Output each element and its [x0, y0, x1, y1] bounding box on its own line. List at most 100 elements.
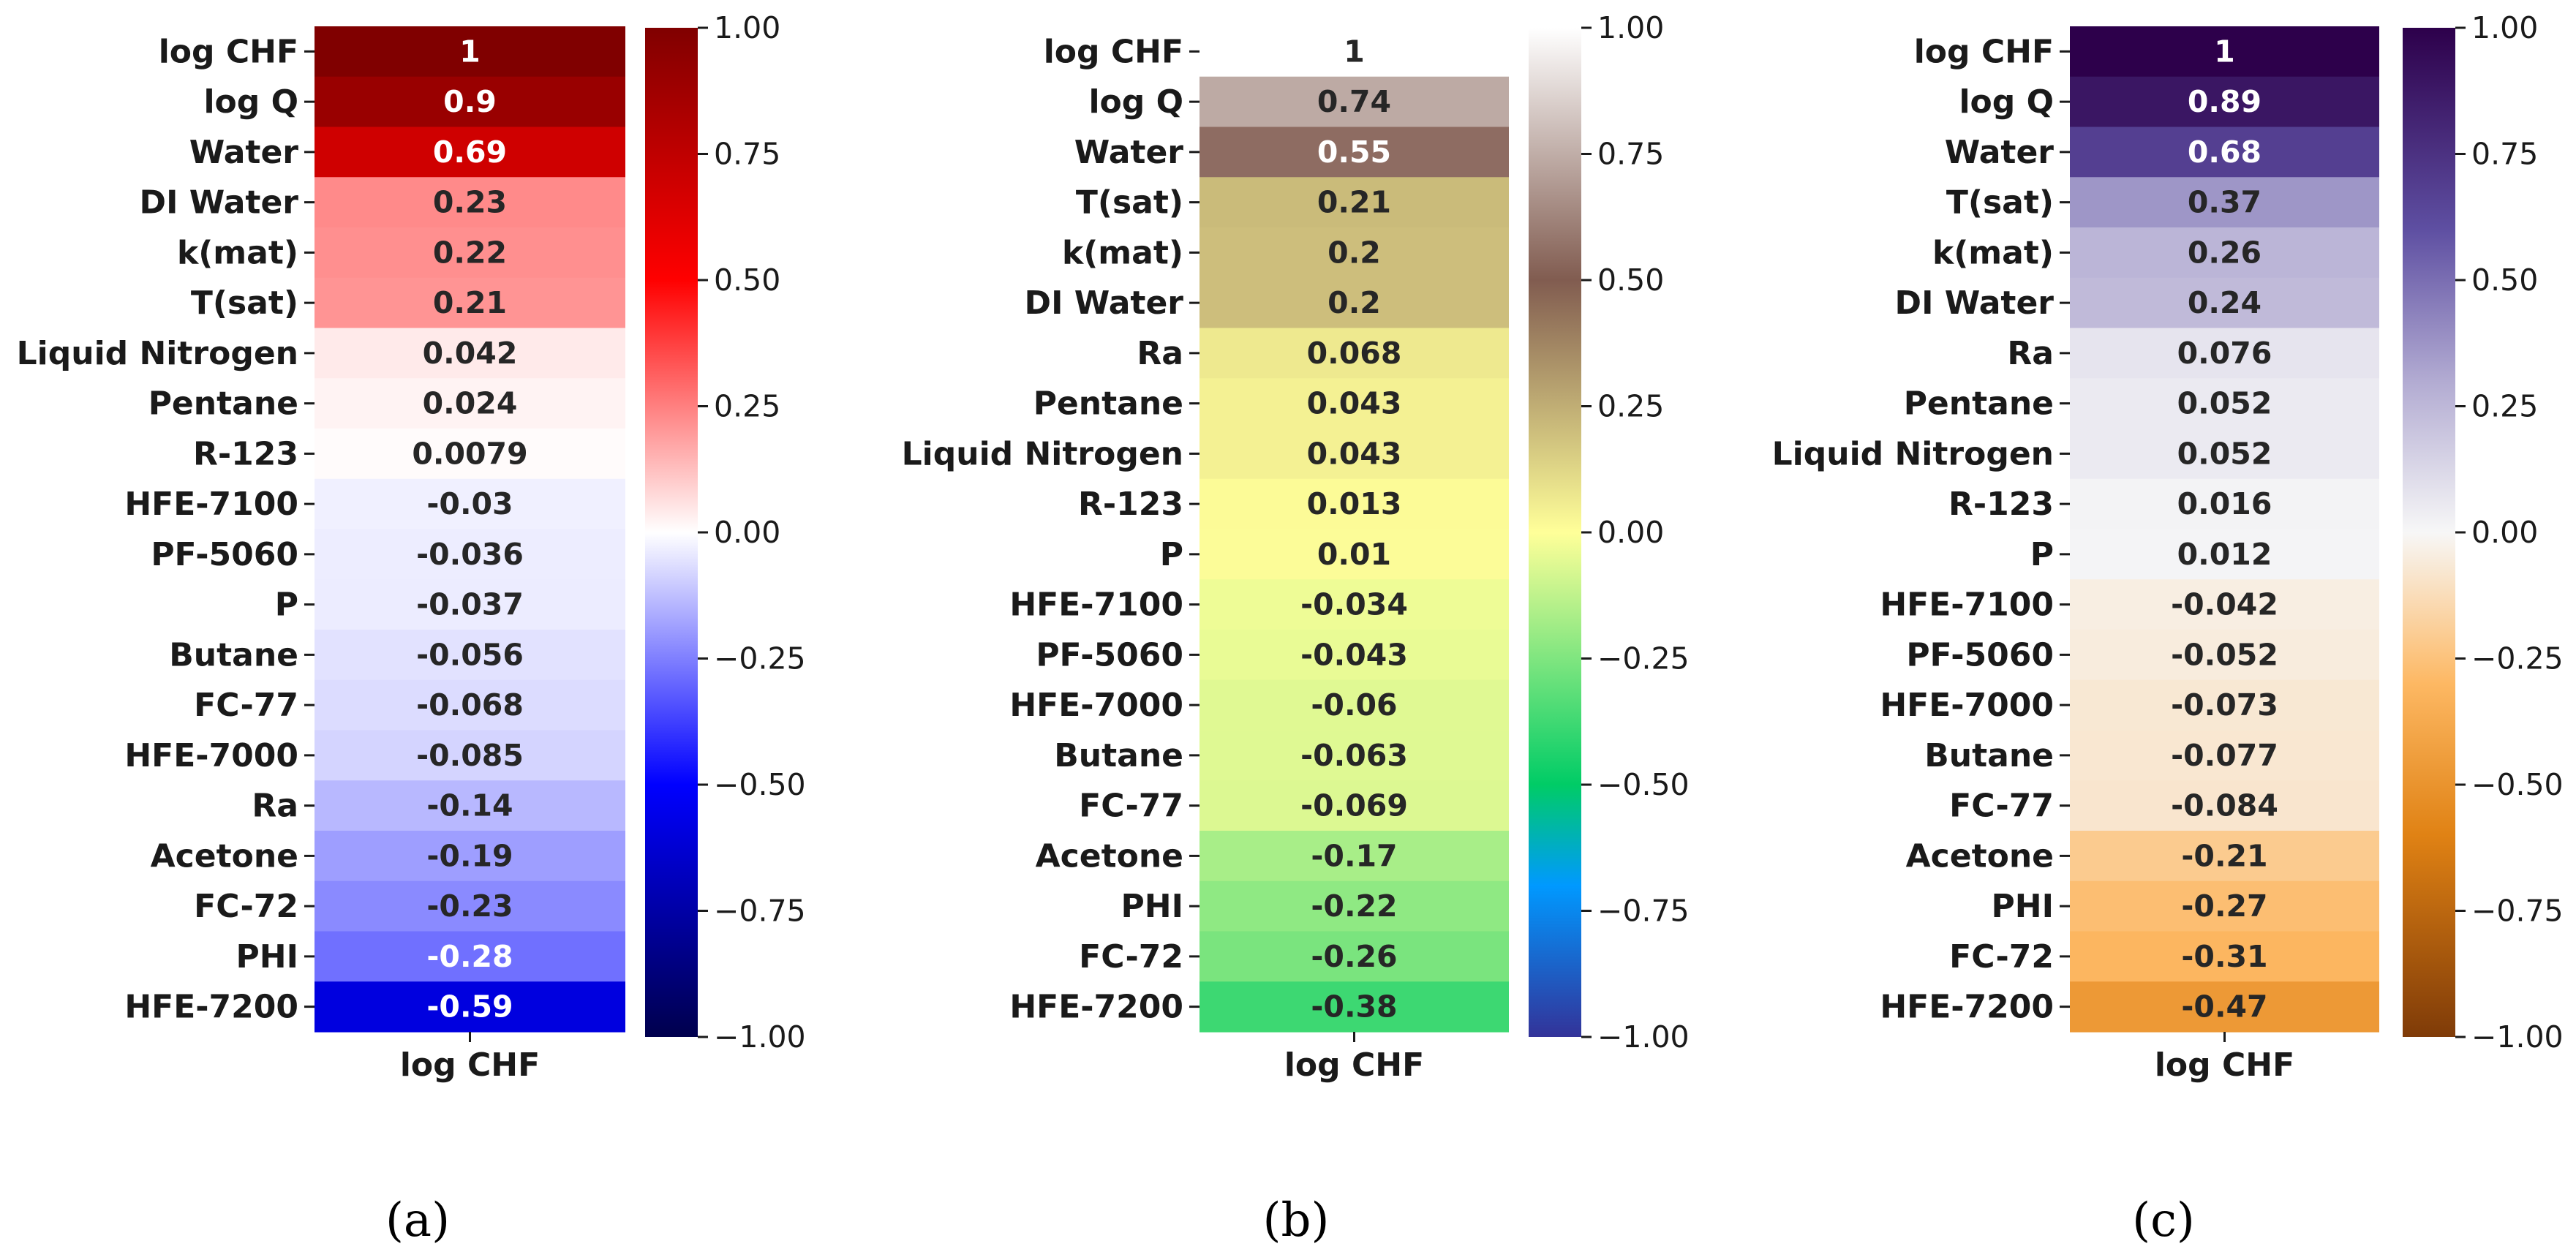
- colorbar-tick-label: 0.25: [2471, 389, 2538, 424]
- colorbar-tick-label: 0.25: [714, 389, 780, 424]
- row-label: HFE-7200: [124, 989, 298, 1026]
- heatmap-cell: [315, 328, 625, 379]
- row-label: P: [275, 586, 298, 624]
- heatmap-cell: [2070, 679, 2379, 731]
- cell-value-label: -0.22: [1311, 889, 1397, 924]
- heatmap-cell: [2070, 76, 2379, 128]
- row-label: Ra: [2007, 335, 2054, 372]
- cell-value-label: -0.073: [2171, 687, 2278, 723]
- cell-value-label: -0.23: [426, 889, 513, 924]
- row-label: Butane: [1054, 737, 1183, 774]
- colorbar-tick-label: 0.75: [714, 137, 780, 172]
- panel-caption: (b): [1263, 1193, 1330, 1248]
- row-label: HFE-7200: [1009, 989, 1183, 1026]
- heatmap-cell: [1200, 981, 1509, 1033]
- cell-value-label: 0.69: [433, 135, 507, 170]
- row-label: DI Water: [1895, 284, 2055, 322]
- cell-value-label: -0.27: [2181, 889, 2267, 924]
- colorbar-tick-label: −0.50: [714, 767, 806, 802]
- row-label: HFE-7000: [1009, 687, 1183, 724]
- cell-value-label: -0.59: [426, 989, 513, 1025]
- panel-caption: (c): [2132, 1193, 2195, 1248]
- heatmap-cell: [2070, 831, 2379, 882]
- colorbar-tick-label: 0.75: [1597, 137, 1664, 172]
- cell-value-label: -0.084: [2171, 788, 2278, 823]
- heatmap-cell: [315, 831, 625, 882]
- heatmap-cell: [2070, 177, 2379, 228]
- row-label: HFE-7200: [1880, 989, 2054, 1026]
- row-label: Liquid Nitrogen: [17, 335, 298, 372]
- row-label: FC-77: [1949, 788, 2054, 825]
- row-label: log Q: [1959, 83, 2054, 121]
- row-label: log CHF: [159, 33, 298, 70]
- colorbar-tick-label: −0.75: [2471, 894, 2564, 929]
- heatmap-cell: [315, 931, 625, 982]
- heatmap-cell: [315, 478, 625, 530]
- cell-value-label: -0.38: [1311, 989, 1397, 1025]
- cell-value-label: 0.043: [1307, 436, 1402, 471]
- heatmap-cell: [1200, 429, 1509, 480]
- colorbar-tick-label: 0.00: [714, 515, 780, 550]
- heatmap-cell: [315, 880, 625, 932]
- heatmap-cell: [315, 177, 625, 228]
- colorbar: [1529, 28, 1581, 1037]
- cell-value-label: -0.034: [1300, 587, 1408, 622]
- heatmap-cell: [1200, 630, 1509, 681]
- row-label: Acetone: [1036, 837, 1183, 875]
- heatmap-cell: [2070, 26, 2379, 78]
- row-label: FC-72: [1079, 938, 1183, 976]
- colorbar-tick-label: 0.00: [1597, 515, 1664, 550]
- row-label: HFE-7100: [1880, 586, 2054, 624]
- row-label: R-123: [1078, 486, 1183, 523]
- heatmap-cell: [2070, 579, 2379, 630]
- heatmap-panels: 1 log CHF 0.9 log Q 0.69 Water 0.23 DI Water 0.2…: [17, 10, 2564, 1248]
- colorbar-tick-label: −0.75: [714, 894, 806, 929]
- colorbar-tick-label: 0.50: [714, 263, 780, 298]
- heatmap-cell: [315, 378, 625, 429]
- heatmap-cell: [315, 579, 625, 630]
- cell-value-label: 0.076: [2177, 336, 2272, 371]
- colorbar-tick-label: 0.50: [2471, 263, 2538, 298]
- row-label: R-123: [193, 435, 298, 472]
- row-label: PF-5060: [151, 536, 298, 573]
- heatmap-cell: [1200, 177, 1509, 228]
- cell-value-label: 0.74: [1317, 84, 1391, 119]
- heatmap-cell: [315, 730, 625, 781]
- heatmap-cell: [1200, 277, 1509, 329]
- row-label: Butane: [169, 636, 298, 674]
- cell-value-label: 0.24: [2188, 285, 2261, 320]
- row-label: log Q: [203, 83, 298, 121]
- heatmap-cell: [2070, 277, 2379, 329]
- cell-value-label: 0.21: [433, 285, 507, 320]
- cell-value-label: -0.052: [2171, 637, 2278, 672]
- cell-value-label: 0.068: [1307, 336, 1402, 371]
- heatmap-cell: [315, 780, 625, 831]
- row-label: k(mat): [1062, 234, 1183, 271]
- cell-value-label: 1: [459, 34, 481, 69]
- row-label: FC-77: [194, 687, 298, 724]
- cell-value-label: 0.2: [1327, 285, 1381, 320]
- colorbar-tick-label: 0.50: [1597, 263, 1664, 298]
- heatmap-cell: [315, 679, 625, 731]
- heatmap-cell: [315, 26, 625, 78]
- cell-value-label: 0.55: [1317, 135, 1391, 170]
- row-label: T(sat): [1946, 184, 2054, 222]
- heatmap-cell: [315, 529, 625, 580]
- row-label: Ra: [252, 788, 298, 825]
- row-label: log Q: [1088, 83, 1183, 121]
- heatmap-cell: [315, 127, 625, 178]
- colorbar-tick-label: −1.00: [714, 1019, 806, 1055]
- heatmap-cell: [2070, 529, 2379, 580]
- heatmap-cell: [2070, 378, 2379, 429]
- cell-value-label: -0.037: [416, 587, 524, 622]
- heatmap-cell: [2070, 328, 2379, 379]
- heatmap-cell: [1200, 478, 1509, 530]
- row-label: HFE-7100: [1009, 586, 1183, 624]
- row-label: FC-77: [1079, 788, 1183, 825]
- colorbar-tick-label: −0.50: [1597, 767, 1690, 802]
- row-label: PHI: [236, 938, 298, 976]
- colorbar-tick-label: −0.75: [1597, 894, 1690, 929]
- cell-value-label: -0.17: [1311, 838, 1397, 873]
- cell-value-label: 0.89: [2188, 84, 2261, 119]
- row-label: FC-72: [1949, 938, 2054, 976]
